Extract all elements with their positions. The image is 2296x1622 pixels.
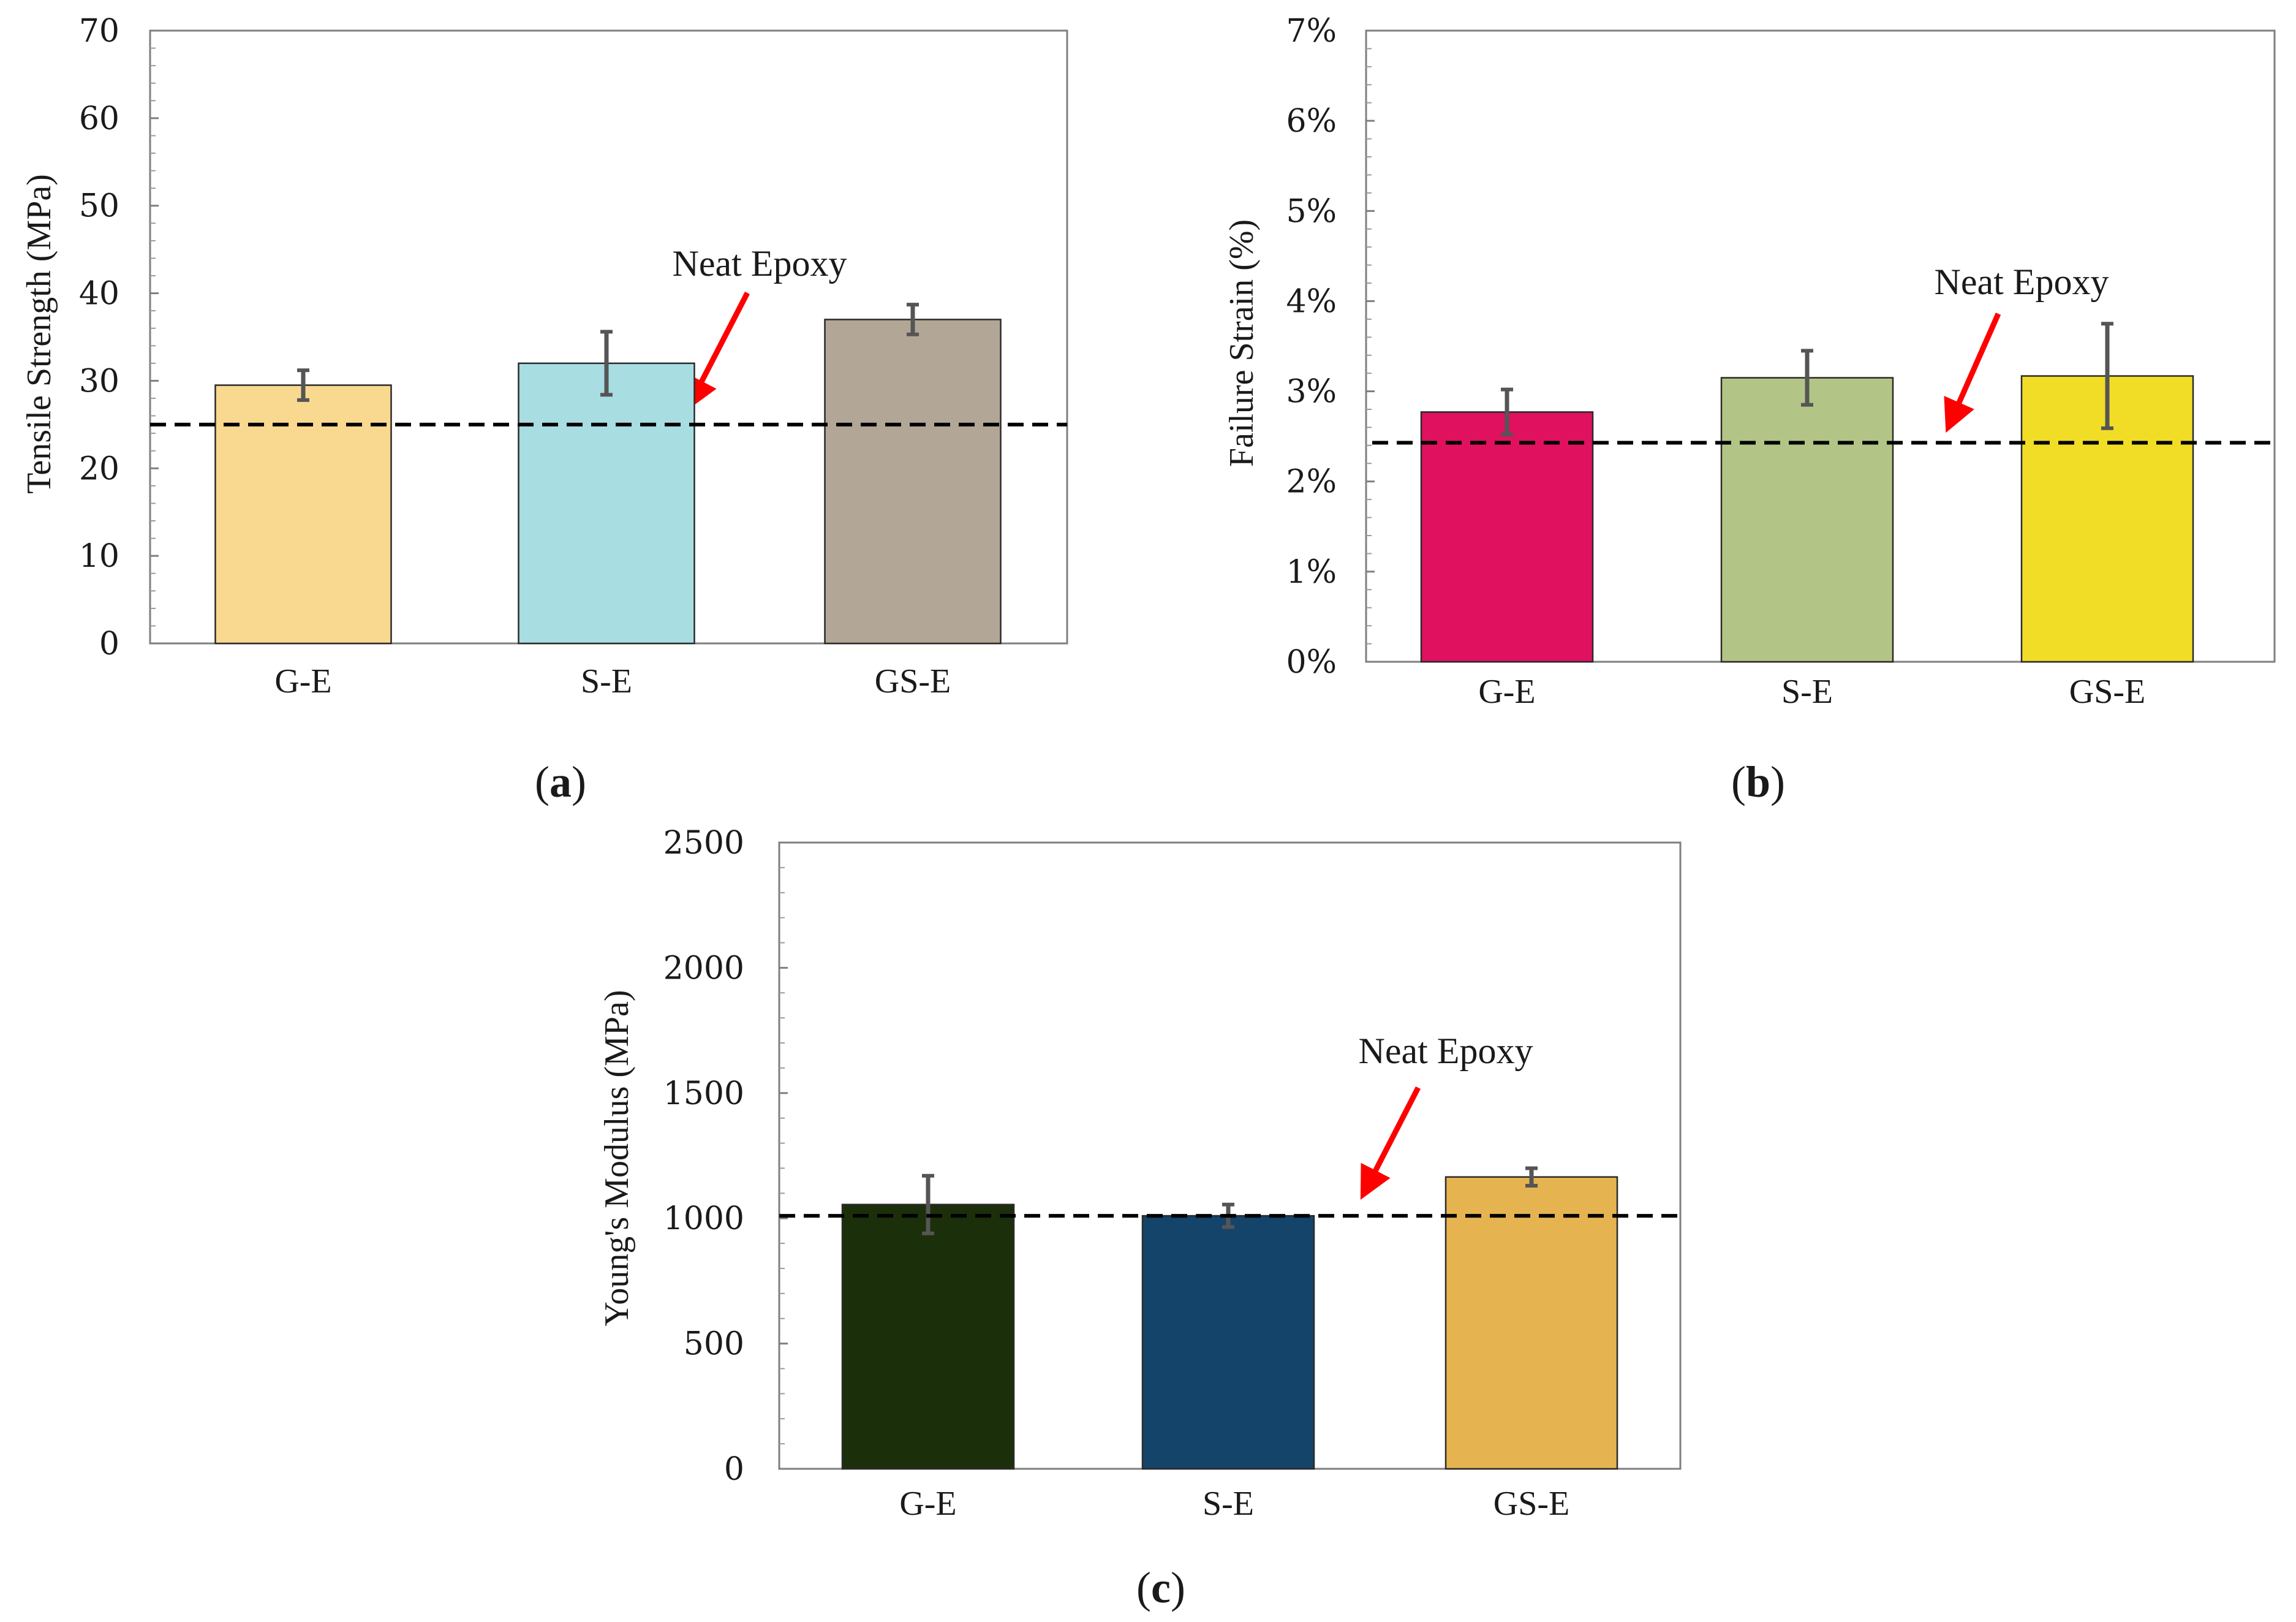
panel-b-bar-g-e: [1420, 411, 1594, 663]
panel-b-ytick-label: 7%: [1286, 13, 1337, 50]
panel-c-bar-gs-e: [1444, 1176, 1618, 1470]
panel-a-ytick-label: 20: [79, 450, 119, 487]
panel-c-label: (c): [1136, 1563, 1185, 1612]
panel-b-ytick-label: 2%: [1286, 464, 1337, 501]
panel-a-bar-gs-e: [824, 319, 1002, 645]
panel-b-annotation: Neat Epoxy: [1935, 262, 2109, 302]
panel-c-annotation: Neat Epoxy: [1359, 1031, 1533, 1071]
panel-c-ytick-label: 1500: [663, 1075, 744, 1112]
panel-a-category-label: G-E: [274, 662, 331, 700]
panel-c-ytick-label: 500: [684, 1326, 744, 1363]
panel-c-ytick-label: 2500: [663, 825, 744, 862]
panel-c-ytick-label: 2000: [663, 950, 744, 987]
panel-c-category-label: GS-E: [1494, 1485, 1569, 1523]
panel-b-ytick-label: 6%: [1286, 103, 1337, 140]
panel-a-category-label: GS-E: [875, 662, 951, 700]
panel-a-ytick-label: 70: [79, 13, 119, 50]
panel-a-bar-s-e: [518, 362, 695, 645]
panel-c-category-label: S-E: [1203, 1485, 1254, 1523]
panel-b-ylabel: Failure Strain (%): [1223, 219, 1261, 467]
panel-c-ylabel: Young's Modulus (MPa): [598, 990, 636, 1327]
panel-a-label: (a): [535, 757, 586, 806]
panel-a-ytick-label: 30: [79, 363, 119, 400]
panel-a-annotation-arrow: [686, 291, 750, 411]
panel-b-ytick-label: 5%: [1286, 193, 1337, 230]
panel-b-ytick-label: 0%: [1286, 644, 1337, 681]
panel-a-annotation: Neat Epoxy: [673, 243, 847, 284]
panel-b-label: (b): [1731, 757, 1785, 806]
panel-a-bar-g-e: [214, 384, 392, 645]
panel-c-ytick-label: 1000: [663, 1200, 744, 1237]
panel-b-category-label: S-E: [1781, 673, 1833, 711]
panel-c-bar-g-e: [841, 1203, 1015, 1470]
panel-c-bar-s-e: [1141, 1215, 1315, 1470]
panel-a-ytick-label: 0: [99, 626, 119, 662]
chart-a: Tensile Strength (MPa) Neat Epoxy (a) 0 1…: [20, 13, 1068, 806]
panel-b-ytick-label: 1%: [1286, 554, 1337, 591]
panel-a-ytick-label: 40: [79, 276, 119, 313]
panel-a-ytick-label: 50: [79, 188, 119, 225]
panel-a-ylabel: Tensile Strength (MPa): [20, 174, 58, 494]
panel-b-bar-s-e: [1720, 377, 1894, 663]
panel-c-annotation-arrow: [1360, 1086, 1421, 1200]
panel-b-category-label: GS-E: [2069, 673, 2145, 711]
panel-a-category-label: S-E: [581, 662, 632, 700]
panel-b-ytick-label: 4%: [1286, 283, 1337, 320]
panel-c-ytick-label: 0: [724, 1451, 744, 1488]
chart-b: Failure Strain (%) Neat Epoxy (b) 0% 1% 2%…: [1223, 13, 2276, 806]
panel-c-category-label: G-E: [899, 1485, 956, 1523]
panel-b-annotation-arrow: [1944, 313, 2001, 433]
panel-b-ytick-label: 3%: [1286, 374, 1337, 411]
panel-a-ytick-label: 10: [79, 538, 119, 575]
panel-a-ytick-label: 60: [79, 100, 119, 137]
panel-b-category-label: G-E: [1478, 673, 1535, 711]
chart-c: Young's Modulus (MPa) Neat Epoxy (c) 0 50…: [598, 825, 1682, 1612]
